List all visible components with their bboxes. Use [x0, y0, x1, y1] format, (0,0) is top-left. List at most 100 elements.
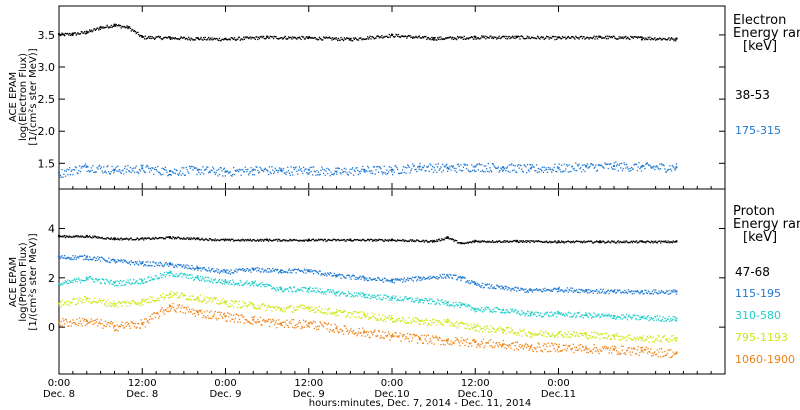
electron-sample-mark: [605, 163, 607, 165]
proton-sample-mark: [537, 240, 539, 242]
proton-sample-mark: [169, 270, 172, 272]
electron-sample-mark: [100, 26, 102, 28]
proton-sample-mark: [134, 261, 137, 263]
electron-sample-mark: [357, 169, 359, 172]
electron-sample-mark: [164, 166, 167, 169]
proton-sample-mark: [138, 327, 141, 329]
proton-sample-mark: [506, 311, 508, 313]
electron-sample-mark: [675, 163, 678, 165]
proton-sample-mark: [85, 258, 87, 260]
proton-data-point: [640, 349, 643, 352]
proton-sample-mark: [513, 311, 515, 313]
proton-sample-mark: [212, 315, 214, 318]
proton-sample-mark: [383, 318, 385, 320]
electron-sample-mark: [175, 38, 177, 40]
proton-sample-mark: [473, 323, 475, 326]
electron-sample-mark: [591, 164, 594, 166]
proton-sample-mark: [658, 335, 660, 337]
proton-sample-mark: [459, 275, 461, 278]
proton-sample-mark: [429, 298, 431, 300]
electron-sample-mark: [82, 32, 84, 34]
proton-sample-mark: [179, 264, 182, 266]
electron-sample-mark: [636, 37, 639, 39]
proton-sample-mark: [172, 302, 174, 305]
proton-sample-mark: [491, 241, 493, 243]
proton-sample-mark: [555, 334, 557, 337]
proton-sample-mark: [187, 274, 189, 277]
electron-sample-mark: [238, 168, 241, 171]
electron-sample-mark: [220, 167, 222, 169]
proton-sample-mark: [302, 286, 305, 289]
proton-sample-mark: [148, 276, 150, 278]
proton-sample-mark: [365, 293, 367, 296]
proton-sample-mark: [466, 241, 469, 244]
electron-sample-mark: [531, 36, 534, 39]
electron-sample-mark: [402, 35, 405, 38]
electron-sample-mark: [214, 173, 216, 176]
proton-sample-mark: [260, 271, 262, 273]
electron-sample-mark: [119, 171, 122, 173]
proton-sample-mark: [532, 240, 534, 242]
proton-sample-mark: [367, 238, 369, 241]
proton-sample-mark: [248, 269, 251, 271]
proton-sample-mark: [603, 292, 605, 294]
electron-sample-mark: [527, 37, 529, 39]
electron-sample-mark: [129, 166, 132, 169]
electron-sample-mark: [592, 164, 594, 166]
proton-sample-mark: [588, 240, 590, 243]
electron-sample-mark: [588, 166, 590, 168]
proton-sample-mark: [374, 297, 376, 299]
proton-sample-mark: [420, 320, 422, 323]
proton-sample-mark: [362, 311, 364, 313]
proton-data-point: [224, 315, 227, 318]
proton-sample-mark: [384, 238, 386, 241]
proton-sample-mark: [524, 332, 526, 334]
proton-sample-mark: [250, 322, 252, 324]
proton-sample-mark: [481, 240, 484, 242]
electron-sample-mark: [74, 32, 77, 34]
electron-sample-mark: [324, 37, 326, 39]
proton-sample-mark: [86, 235, 88, 237]
proton-sample-mark: [397, 279, 400, 281]
proton-sample-mark: [533, 241, 535, 243]
electron-sample-mark: [559, 169, 561, 171]
proton-sample-mark: [74, 235, 77, 238]
proton-sample-mark: [571, 316, 574, 318]
proton-sample-mark: [546, 289, 548, 291]
proton-sample-mark: [562, 336, 564, 339]
proton-sample-mark: [203, 266, 205, 269]
electron-sample-mark: [242, 39, 244, 41]
proton-sample-mark: [257, 240, 260, 242]
proton-sample-mark: [75, 278, 77, 280]
electron-sample-mark: [368, 37, 370, 39]
proton-sample-mark: [303, 286, 306, 289]
proton-sample-mark: [141, 323, 143, 325]
proton-sample-mark: [387, 239, 389, 241]
proton-sample-mark: [110, 305, 112, 307]
proton-sample-mark: [138, 304, 141, 307]
proton-sample-mark: [535, 289, 537, 291]
proton-sample-mark: [442, 324, 445, 326]
electron-sample-mark: [286, 38, 288, 40]
proton-sample-mark: [317, 309, 320, 311]
proton-sample-mark: [513, 239, 515, 242]
proton-sample-mark: [158, 236, 161, 239]
proton-sample-mark: [161, 296, 163, 298]
electron-sample-mark: [665, 171, 668, 173]
electron-sample-mark: [580, 171, 583, 173]
proton-sample-mark: [118, 301, 121, 303]
proton-sample-mark: [437, 238, 440, 241]
electron-sample-mark: [393, 171, 395, 174]
proton-sample-mark: [600, 288, 602, 290]
electron-data-point: [675, 166, 678, 169]
electron-sample-mark: [622, 37, 624, 40]
proton-sample-mark: [271, 288, 273, 290]
proton-sample-mark: [83, 279, 86, 282]
proton-sample-mark: [249, 238, 251, 240]
proton-sample-mark: [188, 311, 190, 313]
proton-sample-mark: [101, 236, 103, 238]
proton-sample-mark: [466, 280, 469, 282]
proton-sample-mark: [533, 289, 535, 291]
proton-sample-mark: [459, 322, 461, 324]
proton-sample-mark: [88, 236, 90, 238]
